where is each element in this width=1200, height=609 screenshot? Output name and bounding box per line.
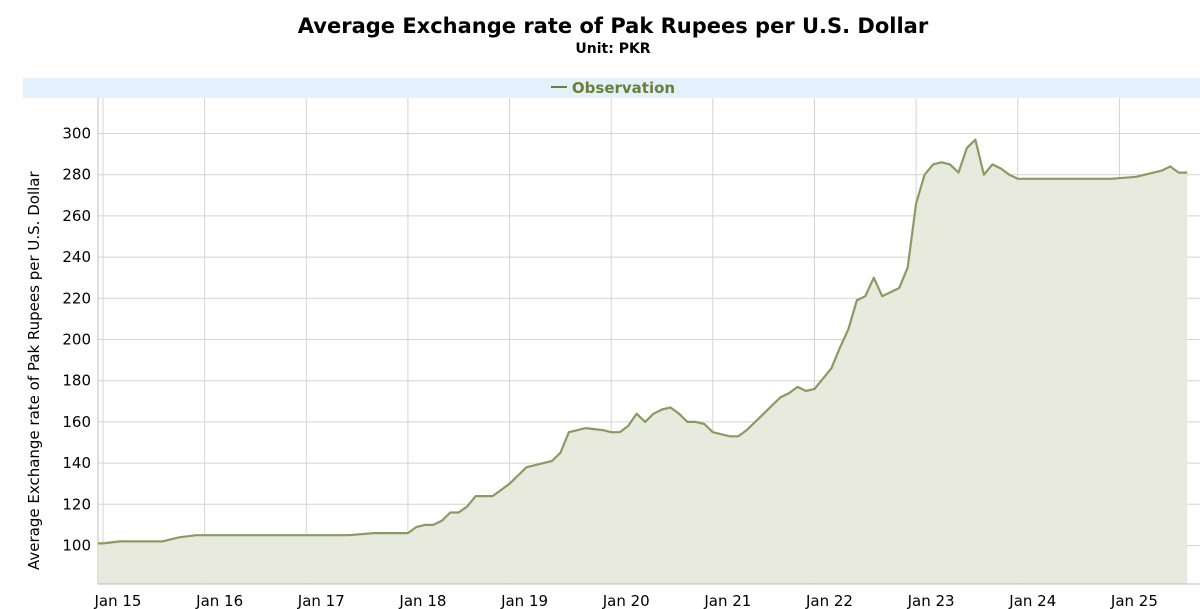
series-line	[98, 138, 1188, 545]
legend-swatch-icon	[550, 85, 567, 88]
y-tick-label: 280	[62, 166, 91, 184]
y-tick-label: 180	[62, 372, 91, 390]
x-tick-label: Jan 23	[907, 592, 955, 609]
legend-label: Observation	[571, 79, 676, 97]
y-tick-label: 200	[62, 331, 91, 349]
x-tick-label: Jan 22	[805, 592, 853, 609]
legend-band	[23, 78, 1200, 98]
x-tick-label: Jan 21	[703, 592, 751, 609]
y-tick-label: 260	[62, 207, 91, 225]
x-tick-label: Jan 25	[1110, 592, 1158, 609]
x-tick-label: Jan 15	[94, 592, 142, 609]
y-tick-label: 160	[62, 413, 91, 431]
x-tick-label: Jan 24	[1008, 592, 1056, 609]
x-tick-label: Jan 20	[602, 592, 650, 609]
legend[interactable]: Observation	[0, 78, 1200, 98]
y-tick-label: 240	[62, 248, 91, 266]
chart-subtitle: Unit: PKR	[575, 41, 651, 57]
y-tick-label: 300	[62, 125, 91, 143]
y-tick-label: 100	[62, 537, 91, 555]
chart-title: Average Exchange rate of Pak Rupees per …	[297, 14, 929, 38]
series-area	[98, 139, 1188, 584]
x-tick-label: Jan 18	[398, 592, 446, 609]
y-tick-label: 120	[62, 495, 91, 513]
x-tick-label: Jan 17	[297, 592, 345, 609]
y-tick-label: 140	[62, 454, 91, 472]
y-tick-label: 220	[62, 289, 91, 307]
x-tick-label: Jan 16	[195, 592, 243, 609]
x-tick-label: Jan 19	[500, 592, 548, 609]
